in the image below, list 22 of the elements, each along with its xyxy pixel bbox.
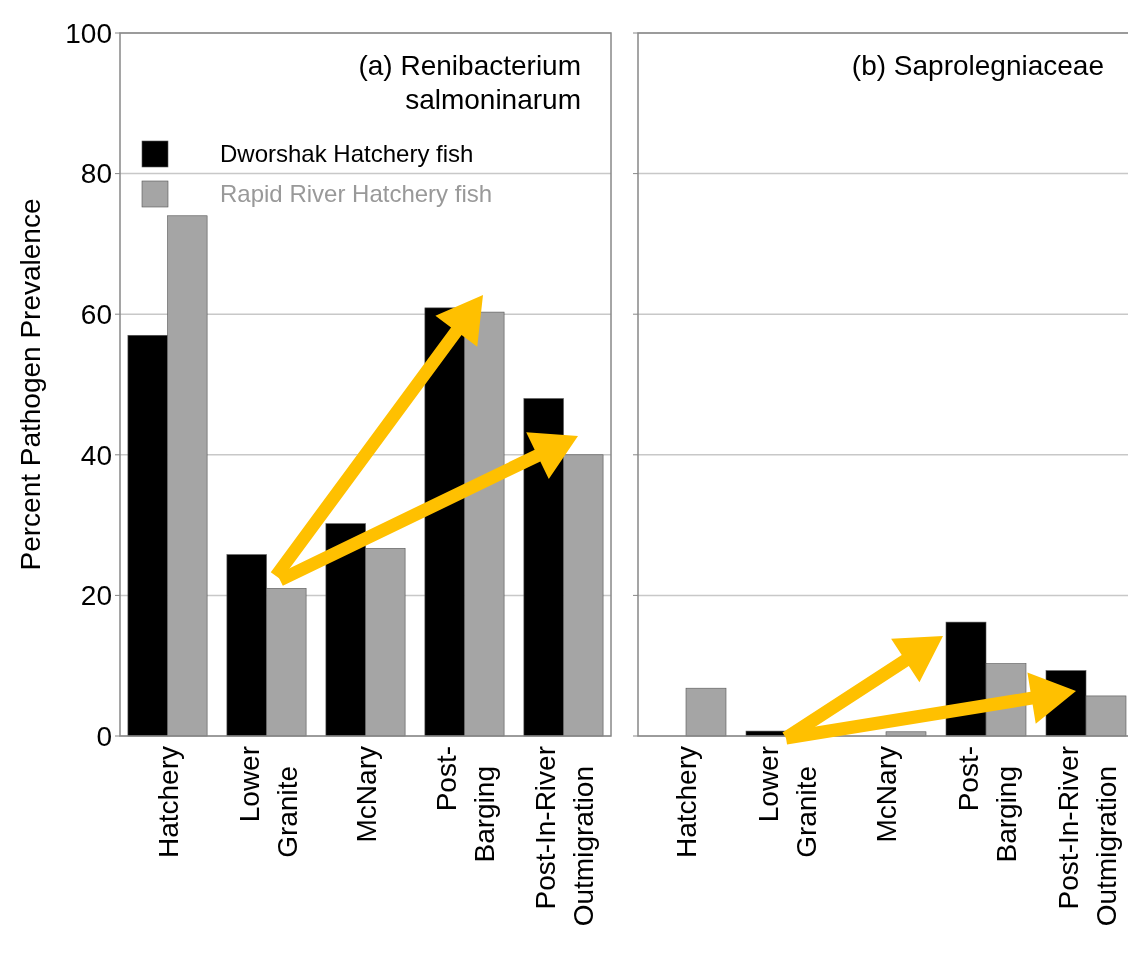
- legend-label: Dworshak Hatchery fish: [220, 140, 474, 168]
- x-tick-label: McNary: [350, 746, 382, 843]
- x-tick-label: Hatchery: [152, 746, 184, 859]
- x-tick-label: Hatchery: [671, 746, 702, 859]
- x-tick-label: Post-Barging: [431, 746, 501, 863]
- bar: [685, 687, 727, 737]
- x-tick-label: Post-Barging: [953, 746, 1022, 863]
- x-tick-label: Post-In-River Outmigration: [1053, 746, 1122, 927]
- y-tick-label: 0: [96, 720, 112, 752]
- y-tick-label: 20: [80, 580, 112, 612]
- x-tick-label: Post-In-River Outmigration: [530, 746, 600, 927]
- text: (b) Saprolegniaceae: [851, 50, 1104, 81]
- x-tick-label: McNary: [871, 746, 902, 843]
- y-tick-label: 100: [65, 17, 112, 49]
- legend-label: Rapid River Hatchery fish: [220, 180, 493, 208]
- y-axis-title: Percent Pathogen Prevalence: [15, 198, 46, 571]
- y-tick-label: 80: [80, 158, 112, 190]
- y-tick-label: 40: [80, 439, 112, 471]
- y-tick-label: 60: [80, 299, 112, 330]
- text: (a) Renibacterium salmoninarum: [358, 50, 581, 115]
- x-tick-label: Lower Granite: [753, 746, 822, 858]
- x-tick-label: Lower Granite: [233, 746, 303, 858]
